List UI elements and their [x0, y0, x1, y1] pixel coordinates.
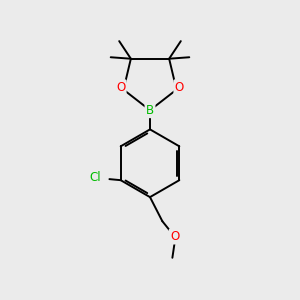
Text: Cl: Cl: [90, 171, 101, 184]
Text: B: B: [146, 104, 154, 117]
Text: O: O: [116, 81, 125, 94]
Text: O: O: [170, 230, 179, 243]
Text: O: O: [175, 81, 184, 94]
